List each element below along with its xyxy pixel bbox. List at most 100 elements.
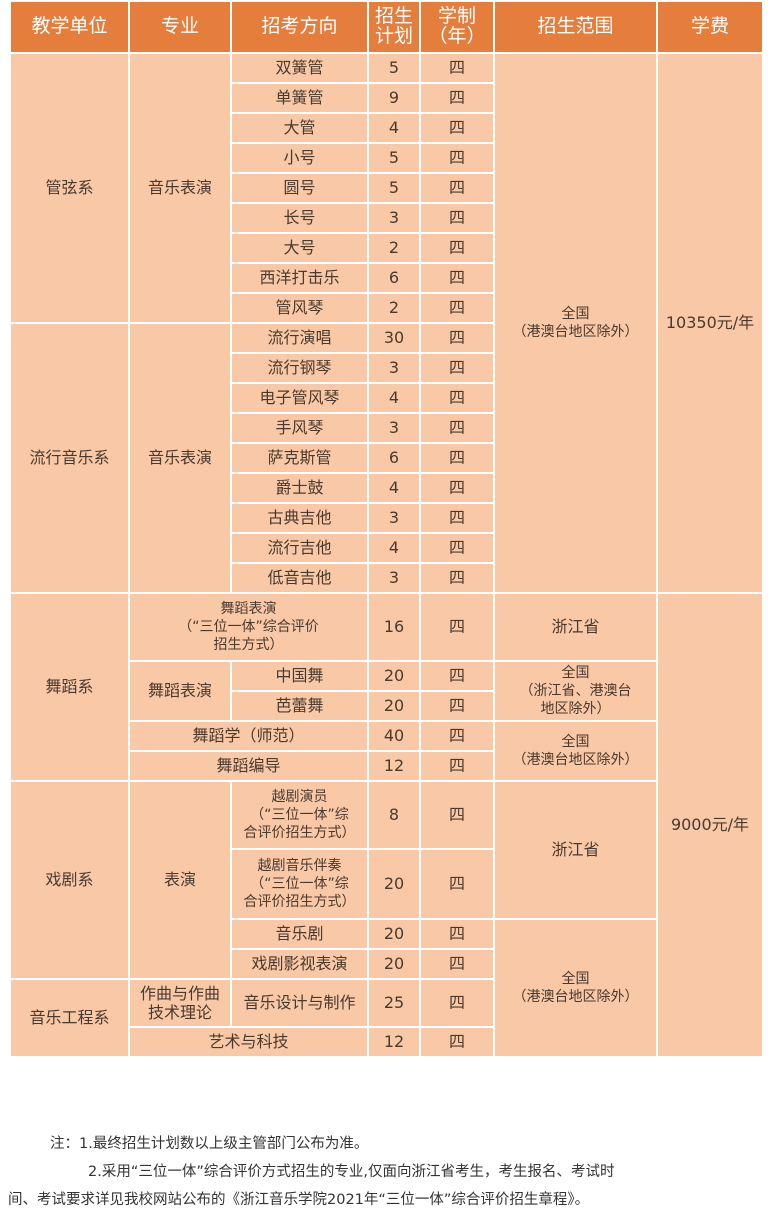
table-row: 流行钢琴 3 四: [10, 352, 763, 384]
table-row: 长号 3 四: [10, 202, 763, 234]
years-cell: 四: [419, 472, 495, 504]
plan-cell: 5: [367, 172, 421, 204]
years-cell: 四: [419, 592, 495, 662]
direction-cell: 流行钢琴: [230, 352, 369, 384]
plan-cell: 3: [367, 202, 421, 234]
direction-cell: 音乐设计与制作: [230, 978, 369, 1028]
direction-cell: 单簧管: [230, 82, 369, 114]
table-row: 低音吉他 3 四: [10, 562, 763, 594]
table-row: 舞蹈系 舞蹈表演 （“三位一体”综合评价 招生方式） 16 四 浙江省 9000元/…: [9, 592, 764, 1058]
years-cell: 四: [419, 532, 495, 564]
years-cell: 四: [419, 262, 495, 294]
scope-cell: 全国 （港澳台地区除外）: [493, 918, 658, 1058]
plan-cell: 6: [367, 262, 421, 294]
unit-cell: 戏剧系: [9, 780, 130, 980]
table-row: 流行音乐系 音乐表演 流行演唱 30 四: [9, 322, 763, 594]
direction-cell: 圆号: [230, 172, 369, 204]
years-cell: 四: [419, 918, 495, 950]
unit-cell: 流行音乐系: [9, 322, 130, 594]
note-2: 2.采用“三位一体”综合评价方式招生的专业,仅面向浙江省考生，考生报名、考试时: [88, 1164, 615, 1180]
plan-cell: 12: [367, 750, 421, 782]
table-row: 艺术与科技 12 四: [10, 1026, 763, 1058]
table-row: 古典吉他 3 四: [10, 502, 763, 534]
direction-cell: 舞蹈学（师范）: [128, 720, 369, 752]
table-row: 小号 5 四: [10, 142, 763, 174]
direction-cell: 大管: [230, 112, 369, 144]
header-direction: 招考方向: [230, 0, 369, 54]
fee-cell: 9000元/年: [656, 592, 764, 1058]
direction-cell: 古典吉他: [230, 502, 369, 534]
direction-cell: 西洋打击乐: [230, 262, 369, 294]
years-cell: 四: [419, 750, 495, 782]
scope-cell: 浙江省: [493, 592, 658, 662]
plan-cell: 20: [367, 848, 421, 920]
table-row: 单簧管 9 四: [10, 82, 763, 114]
table-row: 音乐剧 20 四 全国 （港澳台地区除外）: [10, 918, 763, 1058]
plan-cell: 4: [367, 532, 421, 564]
scope-cell: 全国 （浙江省、港澳台 地区除外）: [493, 660, 658, 722]
table-row: 舞蹈编导 12 四: [10, 750, 763, 782]
plan-cell: 4: [367, 472, 421, 504]
table-row: 大管 4 四: [10, 112, 763, 144]
direction-cell: 流行吉他: [230, 532, 369, 564]
scope-cell: 浙江省: [493, 780, 658, 920]
table-row: 电子管风琴 4 四: [10, 382, 763, 414]
major-cell: 表演: [128, 780, 232, 980]
direction-cell: 流行演唱: [230, 322, 369, 354]
years-cell: 四: [419, 442, 495, 474]
table-row: 流行吉他 4 四: [10, 532, 763, 564]
plan-cell: 9: [367, 82, 421, 114]
direction-cell: 音乐剧: [230, 918, 369, 950]
years-cell: 四: [419, 82, 495, 114]
years-cell: 四: [419, 978, 495, 1028]
years-cell: 四: [419, 562, 495, 594]
years-cell: 四: [419, 382, 495, 414]
table-row: 戏剧系 表演 越剧演员 （“三位一体”综 合评价招生方式） 8 四 浙江省: [9, 780, 763, 980]
years-cell: 四: [419, 502, 495, 534]
plan-cell: 20: [367, 948, 421, 980]
years-cell: 四: [419, 948, 495, 980]
years-cell: 四: [419, 848, 495, 920]
enrollment-table: 教学单位 专业 招考方向 招生 计划 学制 （年） 招生范围 学费 管弦系 音乐…: [9, 0, 764, 1058]
plan-cell: 8: [367, 780, 421, 850]
header-fee: 学费: [656, 0, 764, 54]
years-cell: 四: [419, 1026, 495, 1058]
plan-cell: 20: [367, 660, 421, 692]
table-row: 戏剧影视表演 20 四: [10, 948, 763, 980]
plan-cell: 12: [367, 1026, 421, 1058]
years-cell: 四: [419, 780, 495, 850]
scope-cell: 全国 （港澳台地区除外）: [493, 52, 658, 594]
major-cell: 音乐表演: [128, 52, 232, 324]
note-2-continued: 间、考试要求详见我校网站公布的《浙江音乐学院2021年“三位一体”综合评价招生章…: [8, 1192, 590, 1208]
table-row: 萨克斯管 6 四: [10, 442, 763, 474]
years-cell: 四: [419, 352, 495, 384]
direction-cell: 舞蹈表演 （“三位一体”综合评价 招生方式）: [128, 592, 369, 662]
direction-cell: 长号: [230, 202, 369, 234]
table-row: 西洋打击乐 6 四: [10, 262, 763, 294]
direction-cell: 低音吉他: [230, 562, 369, 594]
unit-cell: 音乐工程系: [9, 978, 130, 1058]
table-row: 管风琴 2 四: [10, 292, 763, 324]
direction-cell: 中国舞: [230, 660, 369, 692]
plan-cell: 2: [367, 232, 421, 264]
plan-cell: 4: [367, 382, 421, 414]
header-scope: 招生范围: [493, 0, 658, 54]
direction-cell: 电子管风琴: [230, 382, 369, 414]
note-1: 注：1.最终招生计划数以上级主管部门公布为准。: [50, 1136, 369, 1152]
major-cell: 音乐表演: [128, 322, 232, 594]
plan-cell: 3: [367, 352, 421, 384]
plan-cell: 16: [367, 592, 421, 662]
footnotes: 注：1.最终招生计划数以上级主管部门公布为准。 2.采用“三位一体”综合评价方式…: [0, 1130, 771, 1214]
direction-cell: 小号: [230, 142, 369, 174]
plan-cell: 2: [367, 292, 421, 324]
table-row: 爵士鼓 4 四: [10, 472, 763, 504]
major-cell: 舞蹈表演: [128, 660, 232, 722]
years-cell: 四: [419, 412, 495, 444]
direction-cell: 大号: [230, 232, 369, 264]
table-row: 手风琴 3 四: [10, 412, 763, 444]
table-row: 管弦系 音乐表演 双簧管 5 四 全国 （港澳台地区除外） 10350元/年: [9, 52, 764, 594]
plan-cell: 30: [367, 322, 421, 354]
table-row: 大号 2 四: [10, 232, 763, 264]
years-cell: 四: [419, 202, 495, 234]
direction-cell: 双簧管: [230, 52, 369, 84]
